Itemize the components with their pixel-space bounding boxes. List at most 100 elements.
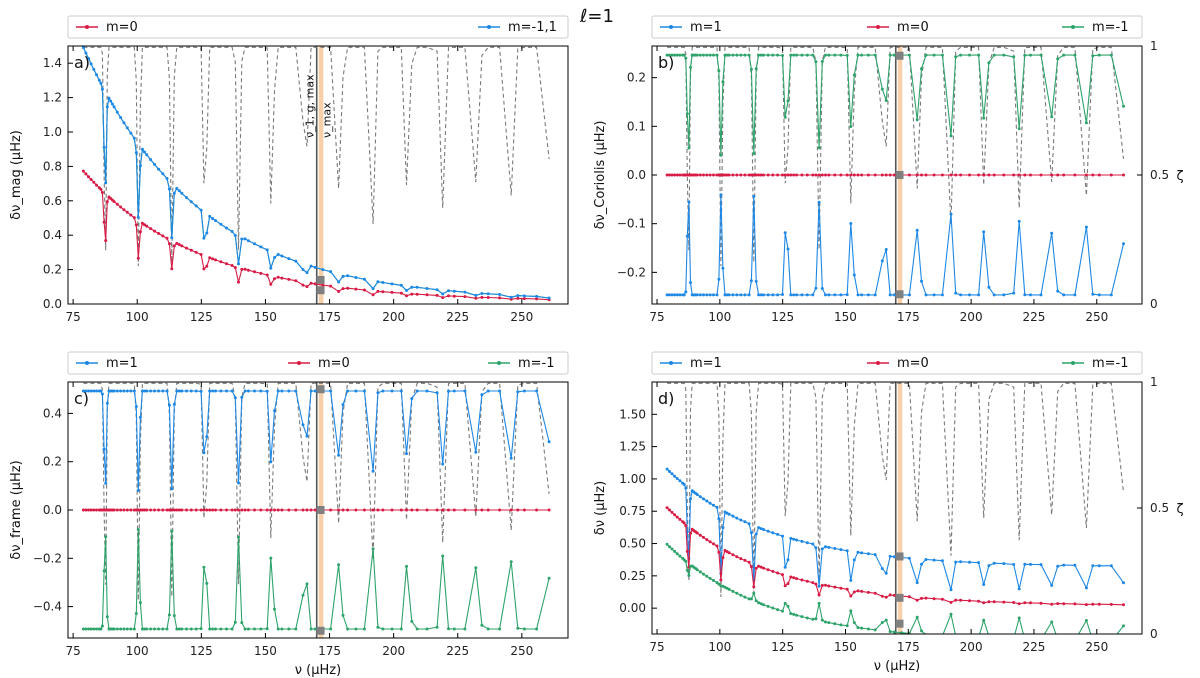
- series-point: [1073, 602, 1077, 606]
- x-tick-label: 225: [1022, 640, 1045, 654]
- series-point: [715, 505, 719, 509]
- numax-marker: [895, 619, 904, 628]
- series-point: [405, 452, 408, 456]
- series-point: [873, 293, 877, 297]
- series-point: [177, 189, 181, 193]
- series-point: [940, 597, 944, 601]
- series-point: [1084, 619, 1088, 622]
- y-tick-label: 0.00: [619, 601, 646, 615]
- x-tick-label: 150: [834, 310, 857, 324]
- series-point: [474, 296, 478, 300]
- series-point: [89, 62, 93, 66]
- series-point: [907, 293, 911, 297]
- series-point: [727, 551, 731, 555]
- series-point: [112, 389, 116, 393]
- series-point: [880, 594, 884, 598]
- series-point: [1084, 586, 1088, 590]
- legend-label: m=-1,1: [508, 20, 557, 35]
- series-point: [205, 435, 209, 439]
- series-point: [1023, 173, 1027, 177]
- series-point: [161, 234, 165, 238]
- series-point: [102, 220, 106, 224]
- series-point: [833, 622, 837, 626]
- series-point: [219, 389, 223, 393]
- series-point: [253, 242, 256, 246]
- series-point: [1122, 173, 1125, 177]
- series-point: [354, 276, 358, 279]
- series-point: [1017, 219, 1021, 223]
- series-point: [880, 621, 884, 624]
- series-point: [992, 53, 996, 57]
- series-point: [954, 55, 958, 59]
- x-tick-label: 100: [708, 310, 731, 324]
- series-point: [115, 389, 119, 393]
- series-point: [752, 591, 756, 595]
- series-point: [783, 601, 787, 605]
- series-point: [920, 596, 923, 600]
- series-point: [1029, 293, 1032, 297]
- series-point: [92, 627, 96, 631]
- series-point: [143, 223, 146, 227]
- series-point: [1091, 602, 1095, 606]
- series-point: [800, 173, 804, 177]
- series-point: [670, 173, 674, 177]
- series-point: [237, 481, 240, 485]
- series-point: [687, 574, 691, 577]
- series-point: [313, 627, 317, 631]
- series-point: [129, 213, 133, 217]
- series-point: [820, 547, 824, 551]
- series-point: [390, 627, 394, 631]
- series-point: [766, 529, 770, 533]
- series-point: [132, 627, 136, 631]
- series-point: [685, 568, 689, 572]
- y-tick-label: 1.2: [43, 91, 62, 105]
- series-point: [924, 53, 928, 57]
- series-point: [122, 627, 126, 631]
- series-point: [441, 462, 445, 466]
- series-point: [678, 293, 682, 297]
- series-point: [814, 173, 818, 177]
- series-point: [727, 53, 731, 57]
- series-point: [405, 289, 408, 292]
- series-point: [747, 597, 751, 601]
- legend-label: m=1: [106, 356, 138, 371]
- series-point: [189, 627, 193, 631]
- series-point: [766, 293, 770, 297]
- series-point: [685, 549, 689, 553]
- series-point: [516, 390, 520, 394]
- series-point: [516, 294, 520, 298]
- series-point: [752, 173, 756, 177]
- series-point: [452, 294, 456, 298]
- series-point: [145, 224, 149, 228]
- series-point: [781, 534, 784, 538]
- series-point: [866, 552, 870, 556]
- series-point: [977, 561, 981, 565]
- series-point: [346, 274, 350, 278]
- series-point: [712, 503, 715, 507]
- series-point: [959, 293, 963, 297]
- series-point: [685, 112, 689, 116]
- series-point: [381, 290, 385, 294]
- series-point: [399, 291, 403, 295]
- series-point: [246, 508, 250, 512]
- series-point: [233, 620, 237, 624]
- series-point: [856, 293, 860, 297]
- series-point: [824, 53, 827, 57]
- series-point: [1012, 563, 1016, 566]
- series-point: [109, 99, 113, 103]
- series-point: [265, 627, 269, 631]
- plot-area: [665, 46, 1125, 304]
- series-point: [892, 593, 896, 597]
- series-point: [915, 228, 919, 232]
- series-point: [84, 508, 88, 512]
- series-point: [695, 173, 699, 177]
- series-point: [924, 558, 928, 561]
- series-point: [165, 177, 169, 180]
- series-point: [795, 613, 799, 617]
- series-point: [138, 230, 142, 234]
- series-point: [253, 389, 256, 393]
- series-point: [136, 488, 140, 492]
- series-point: [371, 293, 375, 297]
- series-point: [167, 613, 171, 617]
- series-point: [759, 53, 763, 57]
